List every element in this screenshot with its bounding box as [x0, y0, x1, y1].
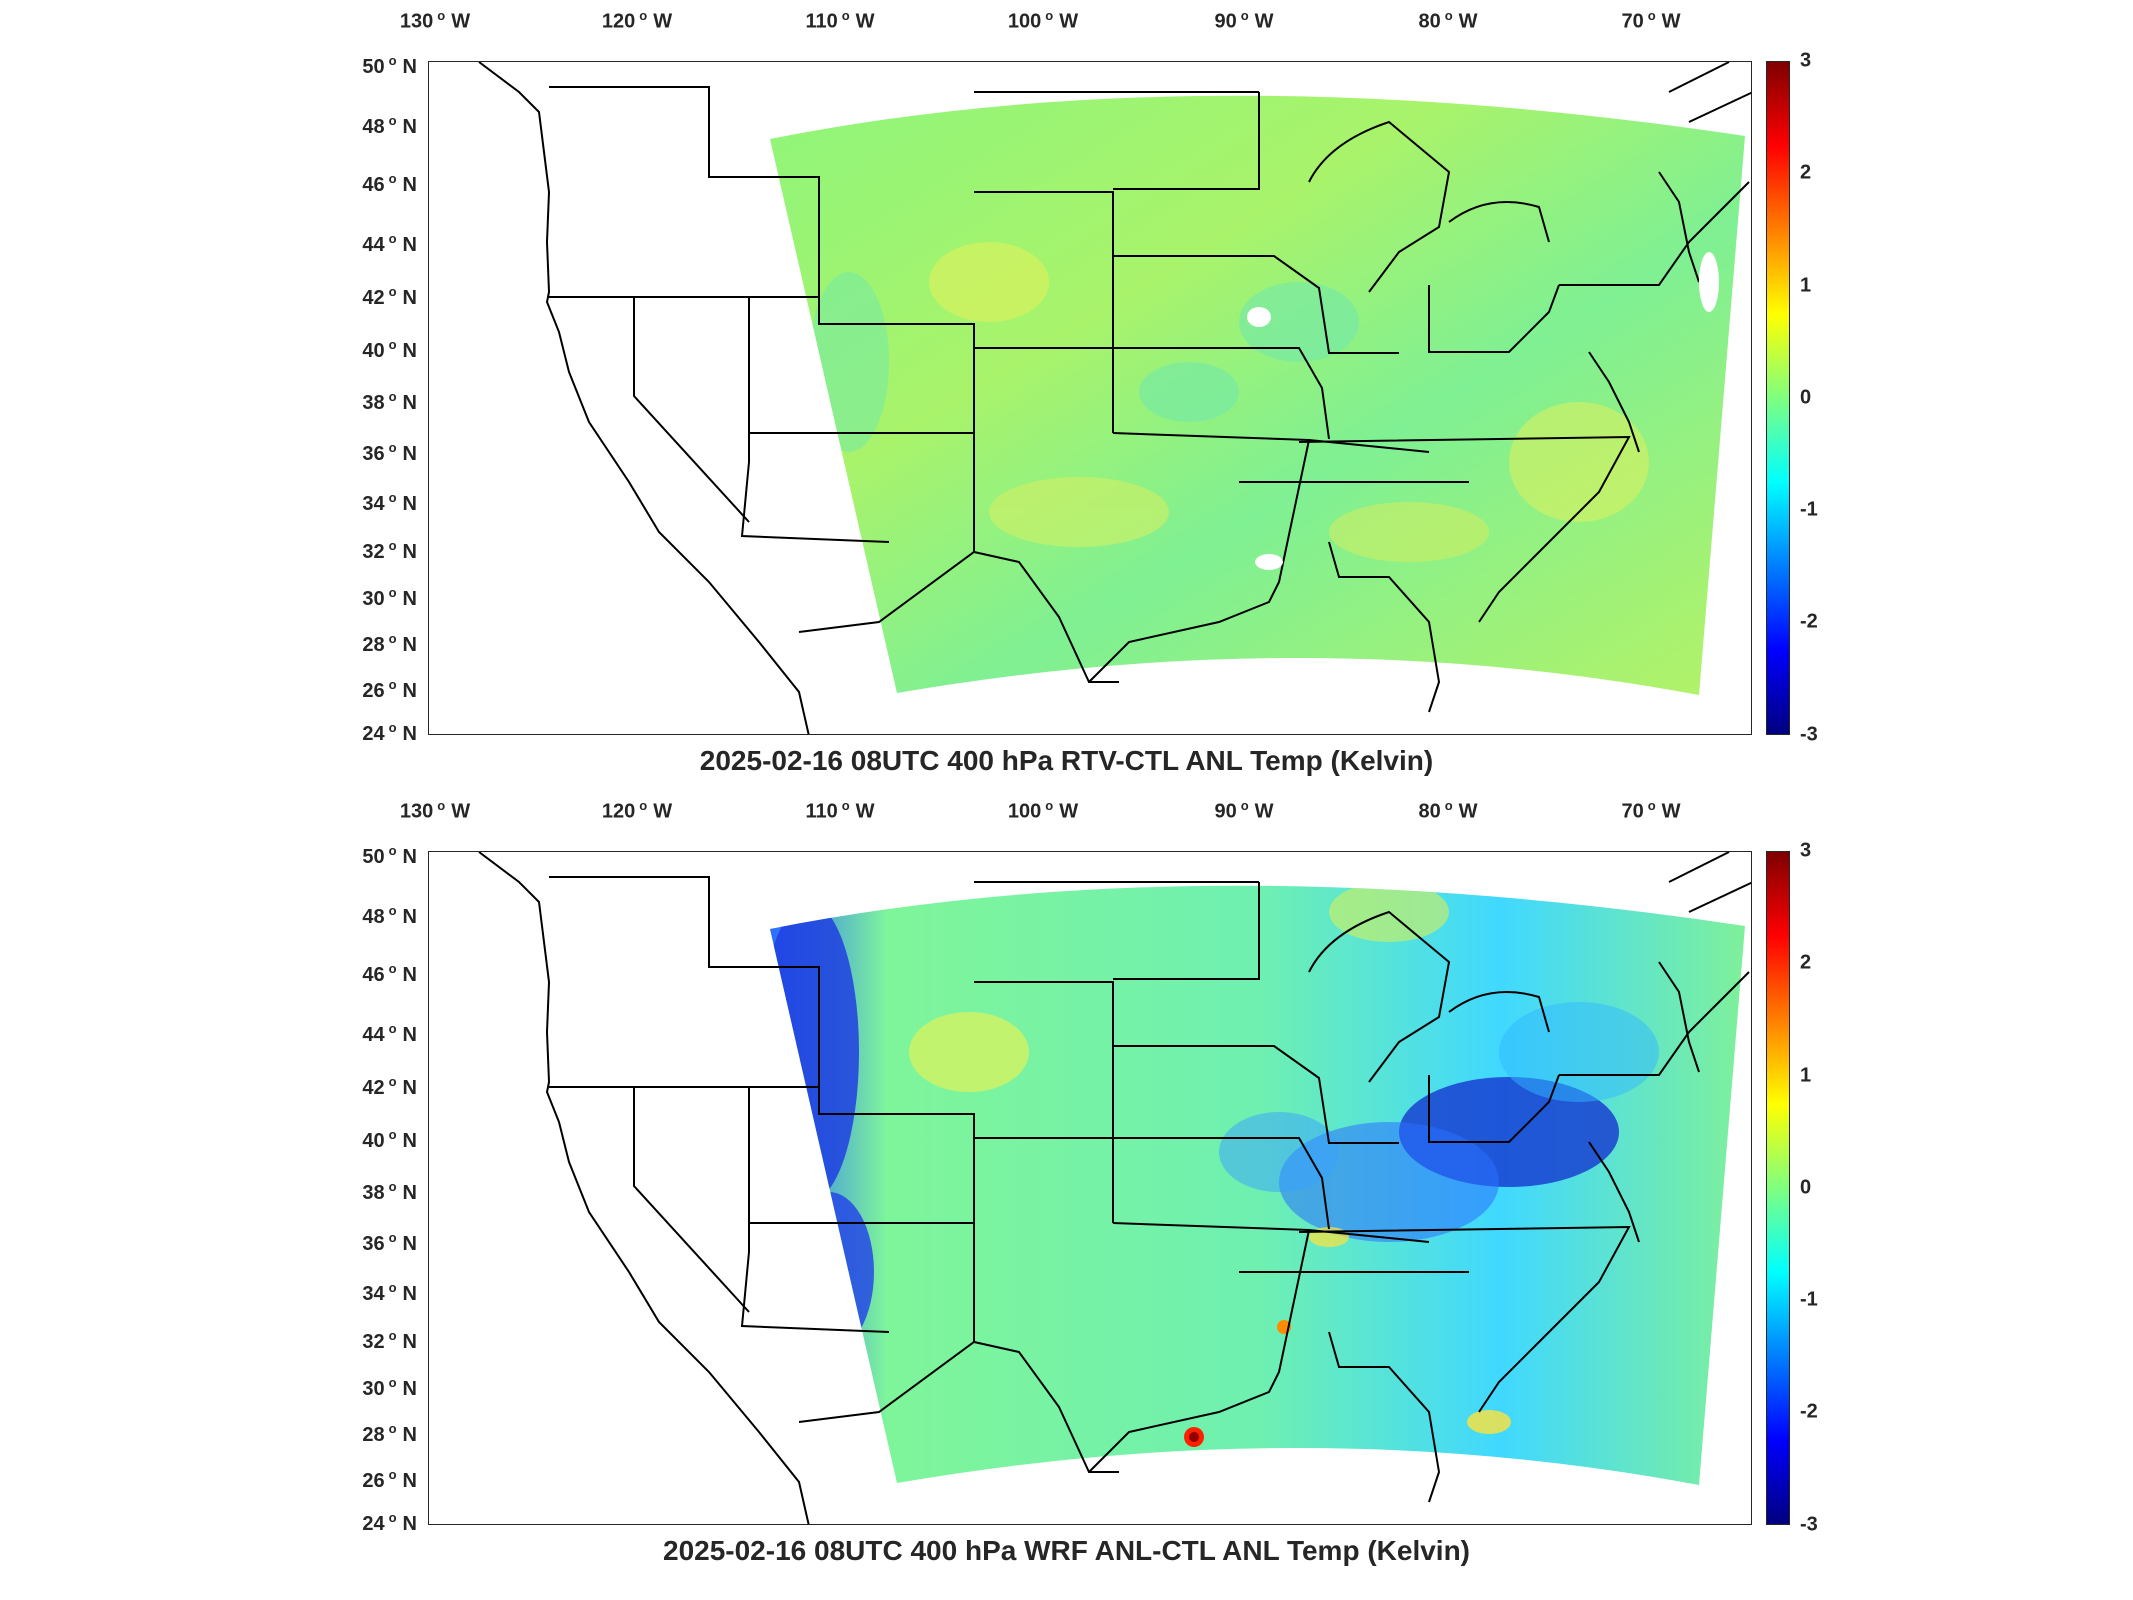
map-svg — [478, 852, 1751, 1524]
panel-title: 2025-02-16 08UTC 400 hPa WRF ANL-CTL ANL… — [663, 1535, 1470, 1566]
lon-label: 110 o W — [805, 8, 875, 33]
map-area — [428, 61, 1752, 735]
lon-label: 110 o W — [805, 798, 875, 823]
lat-label: 50 o N — [362, 843, 417, 868]
lat-label: 42 o N — [362, 284, 417, 309]
colorbar-tick: -1 — [1800, 1288, 1818, 1311]
colorbar-tick: -3 — [1800, 723, 1818, 746]
map-panel-top: 130 o W 120 o W 110 o W 100 o W 90 o W 80 o W 70 o W 5… — [0, 0, 2133, 790]
colorbar-tick: 0 — [1800, 1176, 1812, 1199]
colorbar-tick: -2 — [1800, 610, 1818, 633]
lat-label: 48 o N — [362, 113, 417, 138]
lon-label: 80 o W — [1418, 798, 1478, 823]
lat-label: 28 o N — [362, 631, 417, 656]
lon-label: 120 o W — [601, 798, 673, 823]
lat-label: 30 o N — [362, 1375, 417, 1400]
colorbar-tick: 2 — [1800, 161, 1812, 184]
lat-label: 46 o N — [362, 961, 417, 986]
lon-label: 80 o W — [1418, 8, 1478, 33]
colorbar-tick: 1 — [1800, 274, 1812, 297]
temperature-field — [770, 95, 1745, 696]
lat-label: 30 o N — [362, 585, 417, 610]
lat-label: 38 o N — [362, 389, 417, 414]
lon-label: 120 o W — [601, 8, 673, 33]
colorbar — [1766, 851, 1790, 1525]
colorbar-tick: 3 — [1800, 49, 1812, 72]
colorbar-tick: -3 — [1800, 1513, 1818, 1536]
lat-label: 28 o N — [362, 1421, 417, 1446]
map-svg — [478, 62, 1751, 734]
colorbar-tick: 1 — [1800, 1064, 1812, 1087]
lon-label: 130 o W — [399, 798, 471, 823]
lat-label: 24 o N — [362, 1510, 417, 1535]
lat-label: 32 o N — [362, 1328, 417, 1353]
lat-label: 50 o N — [362, 53, 417, 78]
colorbar-tick: 2 — [1800, 951, 1812, 974]
lat-label: 40 o N — [362, 337, 417, 362]
colorbar-tick: 0 — [1800, 386, 1812, 409]
lat-label: 42 o N — [362, 1074, 417, 1099]
lon-label: 130 o W — [399, 8, 471, 33]
lat-label: 26 o N — [362, 1467, 417, 1492]
lat-label: 34 o N — [362, 490, 417, 515]
lon-label: 90 o W — [1214, 8, 1274, 33]
colorbar-tick: 3 — [1800, 839, 1812, 862]
map-area — [428, 851, 1752, 1525]
lon-label: 100 o W — [1007, 798, 1079, 823]
colorbar-tick: -1 — [1800, 498, 1818, 521]
lat-label: 38 o N — [362, 1179, 417, 1204]
lat-label: 26 o N — [362, 677, 417, 702]
lat-label: 40 o N — [362, 1127, 417, 1152]
lon-label: 100 o W — [1007, 8, 1079, 33]
panel-title: 2025-02-16 08UTC 400 hPa RTV-CTL ANL Tem… — [699, 745, 1434, 776]
colorbar — [1766, 61, 1790, 735]
map-panel-bottom: 130 o W 120 o W 110 o W 100 o W 90 o W 80 o W 70 o W 5… — [0, 790, 2133, 1580]
lon-label: 70 o W — [1621, 798, 1681, 823]
lon-label: 90 o W — [1214, 798, 1274, 823]
lat-label: 44 o N — [362, 231, 417, 256]
lon-label: 70 o W — [1621, 8, 1681, 33]
lat-label: 46 o N — [362, 171, 417, 196]
lat-label: 44 o N — [362, 1021, 417, 1046]
lat-label: 34 o N — [362, 1280, 417, 1305]
lat-label: 24 o N — [362, 720, 417, 745]
colorbar-tick: -2 — [1800, 1400, 1818, 1423]
lat-label: 48 o N — [362, 903, 417, 928]
lat-label: 32 o N — [362, 538, 417, 563]
lat-label: 36 o N — [362, 1230, 417, 1255]
lat-label: 36 o N — [362, 440, 417, 465]
